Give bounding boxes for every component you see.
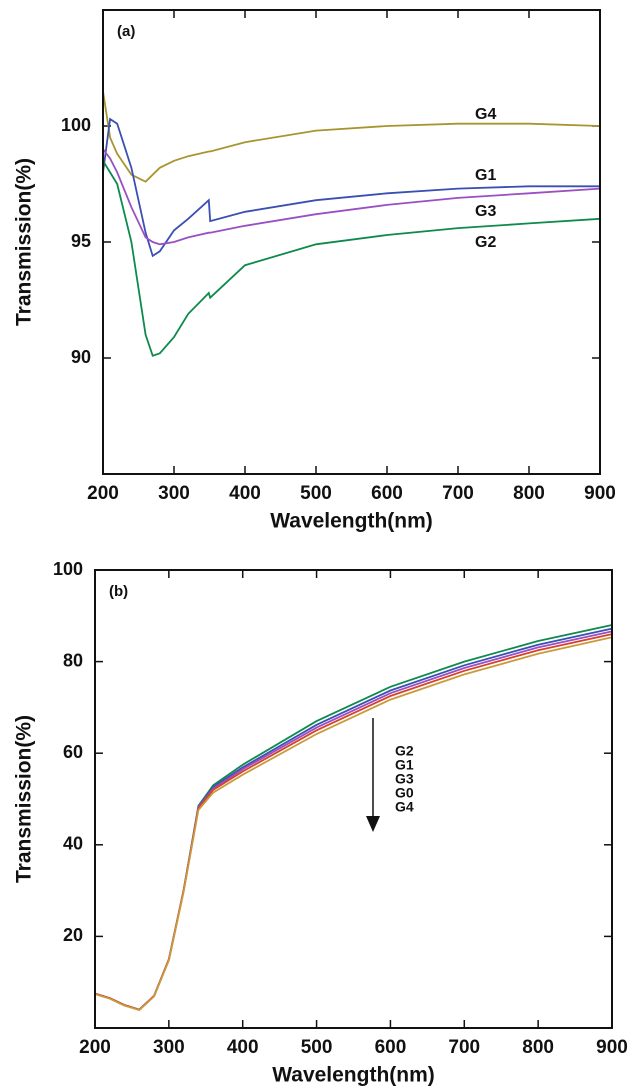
panel-label: (a) bbox=[117, 23, 135, 40]
series-label: G4 bbox=[475, 106, 496, 123]
series-label: G1 bbox=[475, 167, 496, 184]
x-tick-label: 600 bbox=[375, 1037, 407, 1058]
x-tick-label: 500 bbox=[300, 483, 332, 504]
y-tick-label: 60 bbox=[63, 742, 83, 762]
x-axis-title: Wavelength(nm) bbox=[270, 510, 433, 533]
series-line bbox=[94, 630, 613, 1011]
series-label: G2 bbox=[395, 743, 414, 759]
x-tick-label: 500 bbox=[301, 1037, 333, 1058]
series-line bbox=[94, 633, 613, 1011]
plot-frame bbox=[94, 569, 613, 1029]
arrow-head bbox=[366, 816, 380, 832]
x-tick-label: 400 bbox=[227, 1037, 259, 1058]
y-tick-label: 40 bbox=[63, 834, 83, 854]
x-tick-label: 400 bbox=[229, 483, 261, 504]
series-label: G4 bbox=[395, 799, 414, 815]
x-tick-label: 700 bbox=[448, 1037, 480, 1058]
x-axis-title: Wavelength(nm) bbox=[272, 1064, 435, 1087]
series-line bbox=[102, 91, 601, 183]
x-tick-label: 800 bbox=[522, 1037, 554, 1058]
series-line bbox=[94, 624, 613, 1011]
y-tick-label: 20 bbox=[63, 925, 83, 945]
y-tick-label: 100 bbox=[61, 115, 91, 135]
y-tick-label: 100 bbox=[53, 559, 83, 579]
series-label: G3 bbox=[395, 771, 414, 787]
y-tick-label: 80 bbox=[63, 650, 83, 670]
series-line bbox=[102, 160, 601, 357]
y-axis-title: Transmission(%) bbox=[13, 715, 36, 883]
series-line bbox=[94, 627, 613, 1011]
x-tick-label: 900 bbox=[596, 1037, 628, 1058]
x-tick-label: 200 bbox=[87, 483, 119, 504]
y-axis-title: Transmission(%) bbox=[13, 158, 36, 326]
series-line bbox=[102, 148, 601, 246]
y-tick-label: 95 bbox=[71, 231, 91, 251]
series-label: G2 bbox=[475, 234, 496, 251]
x-tick-label: 300 bbox=[158, 483, 190, 504]
x-tick-label: 300 bbox=[153, 1037, 185, 1058]
plot-frame bbox=[102, 9, 601, 475]
panel-label: (b) bbox=[109, 583, 128, 600]
series-line bbox=[102, 117, 600, 258]
x-tick-label: 700 bbox=[442, 483, 474, 504]
x-tick-label: 900 bbox=[584, 483, 616, 504]
series-line bbox=[94, 636, 613, 1012]
series-label: G0 bbox=[395, 785, 414, 801]
x-tick-label: 800 bbox=[513, 483, 545, 504]
series-label: G1 bbox=[395, 757, 414, 773]
x-tick-label: 600 bbox=[371, 483, 403, 504]
x-tick-label: 200 bbox=[79, 1037, 111, 1058]
y-tick-label: 90 bbox=[71, 347, 91, 367]
series-label: G3 bbox=[475, 203, 496, 220]
